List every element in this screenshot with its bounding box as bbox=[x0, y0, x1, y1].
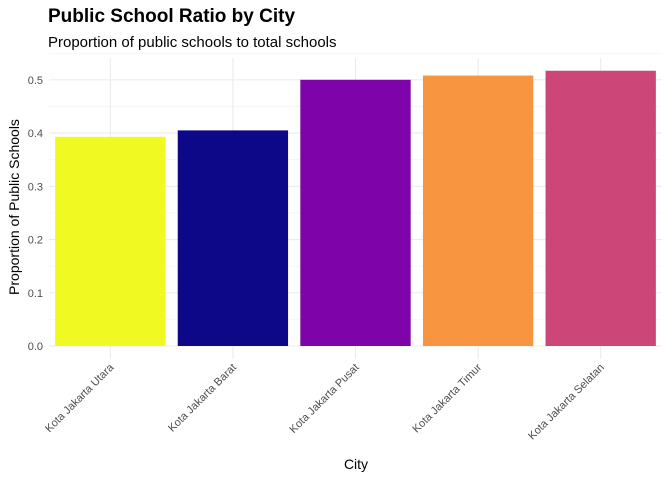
x-tick-label: Kota Jakarta Utara bbox=[43, 361, 117, 435]
x-tick-label: Kota Jakarta Timur bbox=[410, 361, 484, 435]
y-tick-label: 0.4 bbox=[28, 128, 43, 140]
chart-subtitle: Proportion of public schools to total sc… bbox=[48, 34, 337, 51]
y-axis-title: Proportion of Public Schools bbox=[6, 119, 22, 295]
x-tick-label: Kota Jakarta Selatan bbox=[526, 362, 607, 443]
bar bbox=[177, 130, 289, 346]
chart-title: Public School Ratio by City bbox=[48, 6, 296, 27]
x-axis-title: City bbox=[344, 456, 368, 472]
x-axis-ticks: Kota Jakarta Utara Kota Jakarta Barat Kota… bbox=[43, 361, 607, 442]
y-axis-ticks: 0.0 0.1 0.2 0.3 0.4 0.5 bbox=[28, 75, 43, 353]
bar bbox=[300, 79, 411, 347]
y-tick-label: 0.3 bbox=[28, 181, 43, 193]
x-tick-label: Kota Jakarta Pusat bbox=[287, 362, 361, 436]
y-tick-label: 0.5 bbox=[28, 75, 43, 87]
bars bbox=[55, 70, 656, 347]
x-tick-label: Kota Jakarta Barat bbox=[166, 362, 239, 435]
bar bbox=[422, 75, 534, 346]
y-tick-label: 0.0 bbox=[28, 341, 43, 353]
bar bbox=[55, 136, 166, 346]
y-tick-label: 0.1 bbox=[28, 288, 43, 300]
bar bbox=[545, 70, 656, 346]
y-tick-label: 0.2 bbox=[28, 235, 43, 247]
